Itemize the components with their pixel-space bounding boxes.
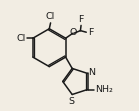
Text: S: S	[69, 97, 75, 106]
Text: O: O	[70, 28, 77, 37]
Text: Cl: Cl	[16, 34, 25, 43]
Text: NH₂: NH₂	[96, 85, 113, 94]
Text: N: N	[88, 68, 95, 77]
Text: F: F	[78, 15, 84, 24]
Text: F: F	[88, 28, 93, 37]
Text: Cl: Cl	[46, 12, 55, 21]
